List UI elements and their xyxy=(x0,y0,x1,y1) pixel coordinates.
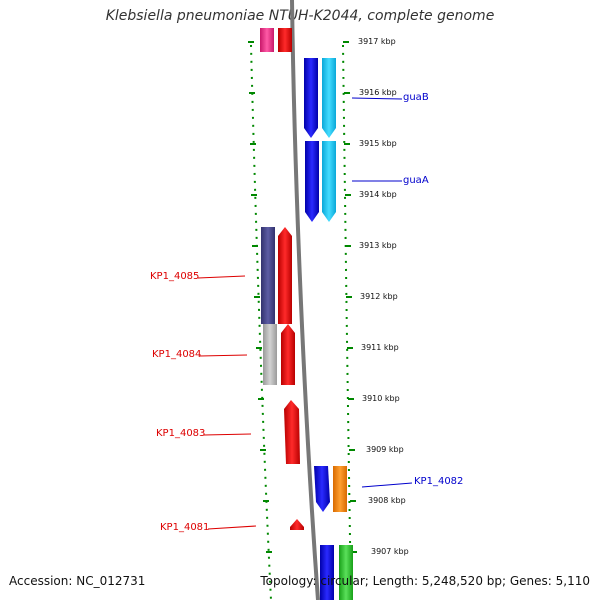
gene-label-KP1_4082[interactable]: KP1_4082 xyxy=(414,476,464,487)
kbp-label: 3908 kbp xyxy=(368,496,406,505)
kbp-label: 3914 kbp xyxy=(359,190,397,199)
gene-label-guaB[interactable]: guaB xyxy=(403,92,429,103)
kbp-label: 3916 kbp xyxy=(359,88,397,97)
kbp-label: 3915 kbp xyxy=(359,139,397,148)
gene-KP1_4082-cds[interactable] xyxy=(333,466,347,512)
gene-guaA-cds[interactable] xyxy=(322,141,336,222)
gene-KP1_4085[interactable] xyxy=(261,227,275,324)
gene-guaB-cds[interactable] xyxy=(322,58,336,138)
right-scale-guide xyxy=(342,44,352,600)
gene-label-KP1_4083[interactable]: KP1_4083 xyxy=(156,428,206,439)
kbp-label: 3909 kbp xyxy=(366,445,404,454)
gene-KP1_4085-cds[interactable] xyxy=(278,227,292,324)
kbp-label: 3907 kbp xyxy=(371,547,409,556)
genome-title: Klebsiella pneumoniae NTUH-K2044, comple… xyxy=(105,8,495,24)
gene-KP1_4084[interactable] xyxy=(263,324,277,385)
gene-KP1_4082[interactable] xyxy=(314,466,330,512)
genome-backbone xyxy=(290,0,320,600)
gene-label-guaA[interactable]: guaA xyxy=(403,175,429,186)
gene-bottom-green[interactable] xyxy=(339,545,353,600)
kbp-label: 3911 kbp xyxy=(361,343,399,352)
gene-top-pink[interactable] xyxy=(260,28,274,52)
gene-KP1_4081[interactable] xyxy=(290,519,304,530)
gene-label-KP1_4085[interactable]: KP1_4085 xyxy=(150,271,200,282)
gene-KP1_4084-cds[interactable] xyxy=(281,324,295,385)
kbp-label: 3913 kbp xyxy=(359,241,397,250)
major-ticks xyxy=(248,41,357,553)
gene-bottom-blue[interactable] xyxy=(320,545,334,600)
gene-KP1_4083[interactable] xyxy=(284,400,300,464)
gene-label-KP1_4084[interactable]: KP1_4084 xyxy=(152,349,202,360)
genome-stats-text: Topology: circular; Length: 5,248,520 bp… xyxy=(260,574,590,588)
gene-guaA[interactable] xyxy=(305,141,319,222)
gene-guaB[interactable] xyxy=(304,58,318,138)
kbp-label: 3917 kbp xyxy=(358,37,396,46)
gene-label-KP1_4081[interactable]: KP1_4081 xyxy=(160,522,210,533)
gene-top-red[interactable] xyxy=(278,28,292,52)
accession-text: Accession: NC_012731 xyxy=(9,574,146,588)
label-leaders xyxy=(197,97,413,530)
kbp-label: 3912 kbp xyxy=(360,292,398,301)
kbp-label: 3910 kbp xyxy=(362,394,400,403)
